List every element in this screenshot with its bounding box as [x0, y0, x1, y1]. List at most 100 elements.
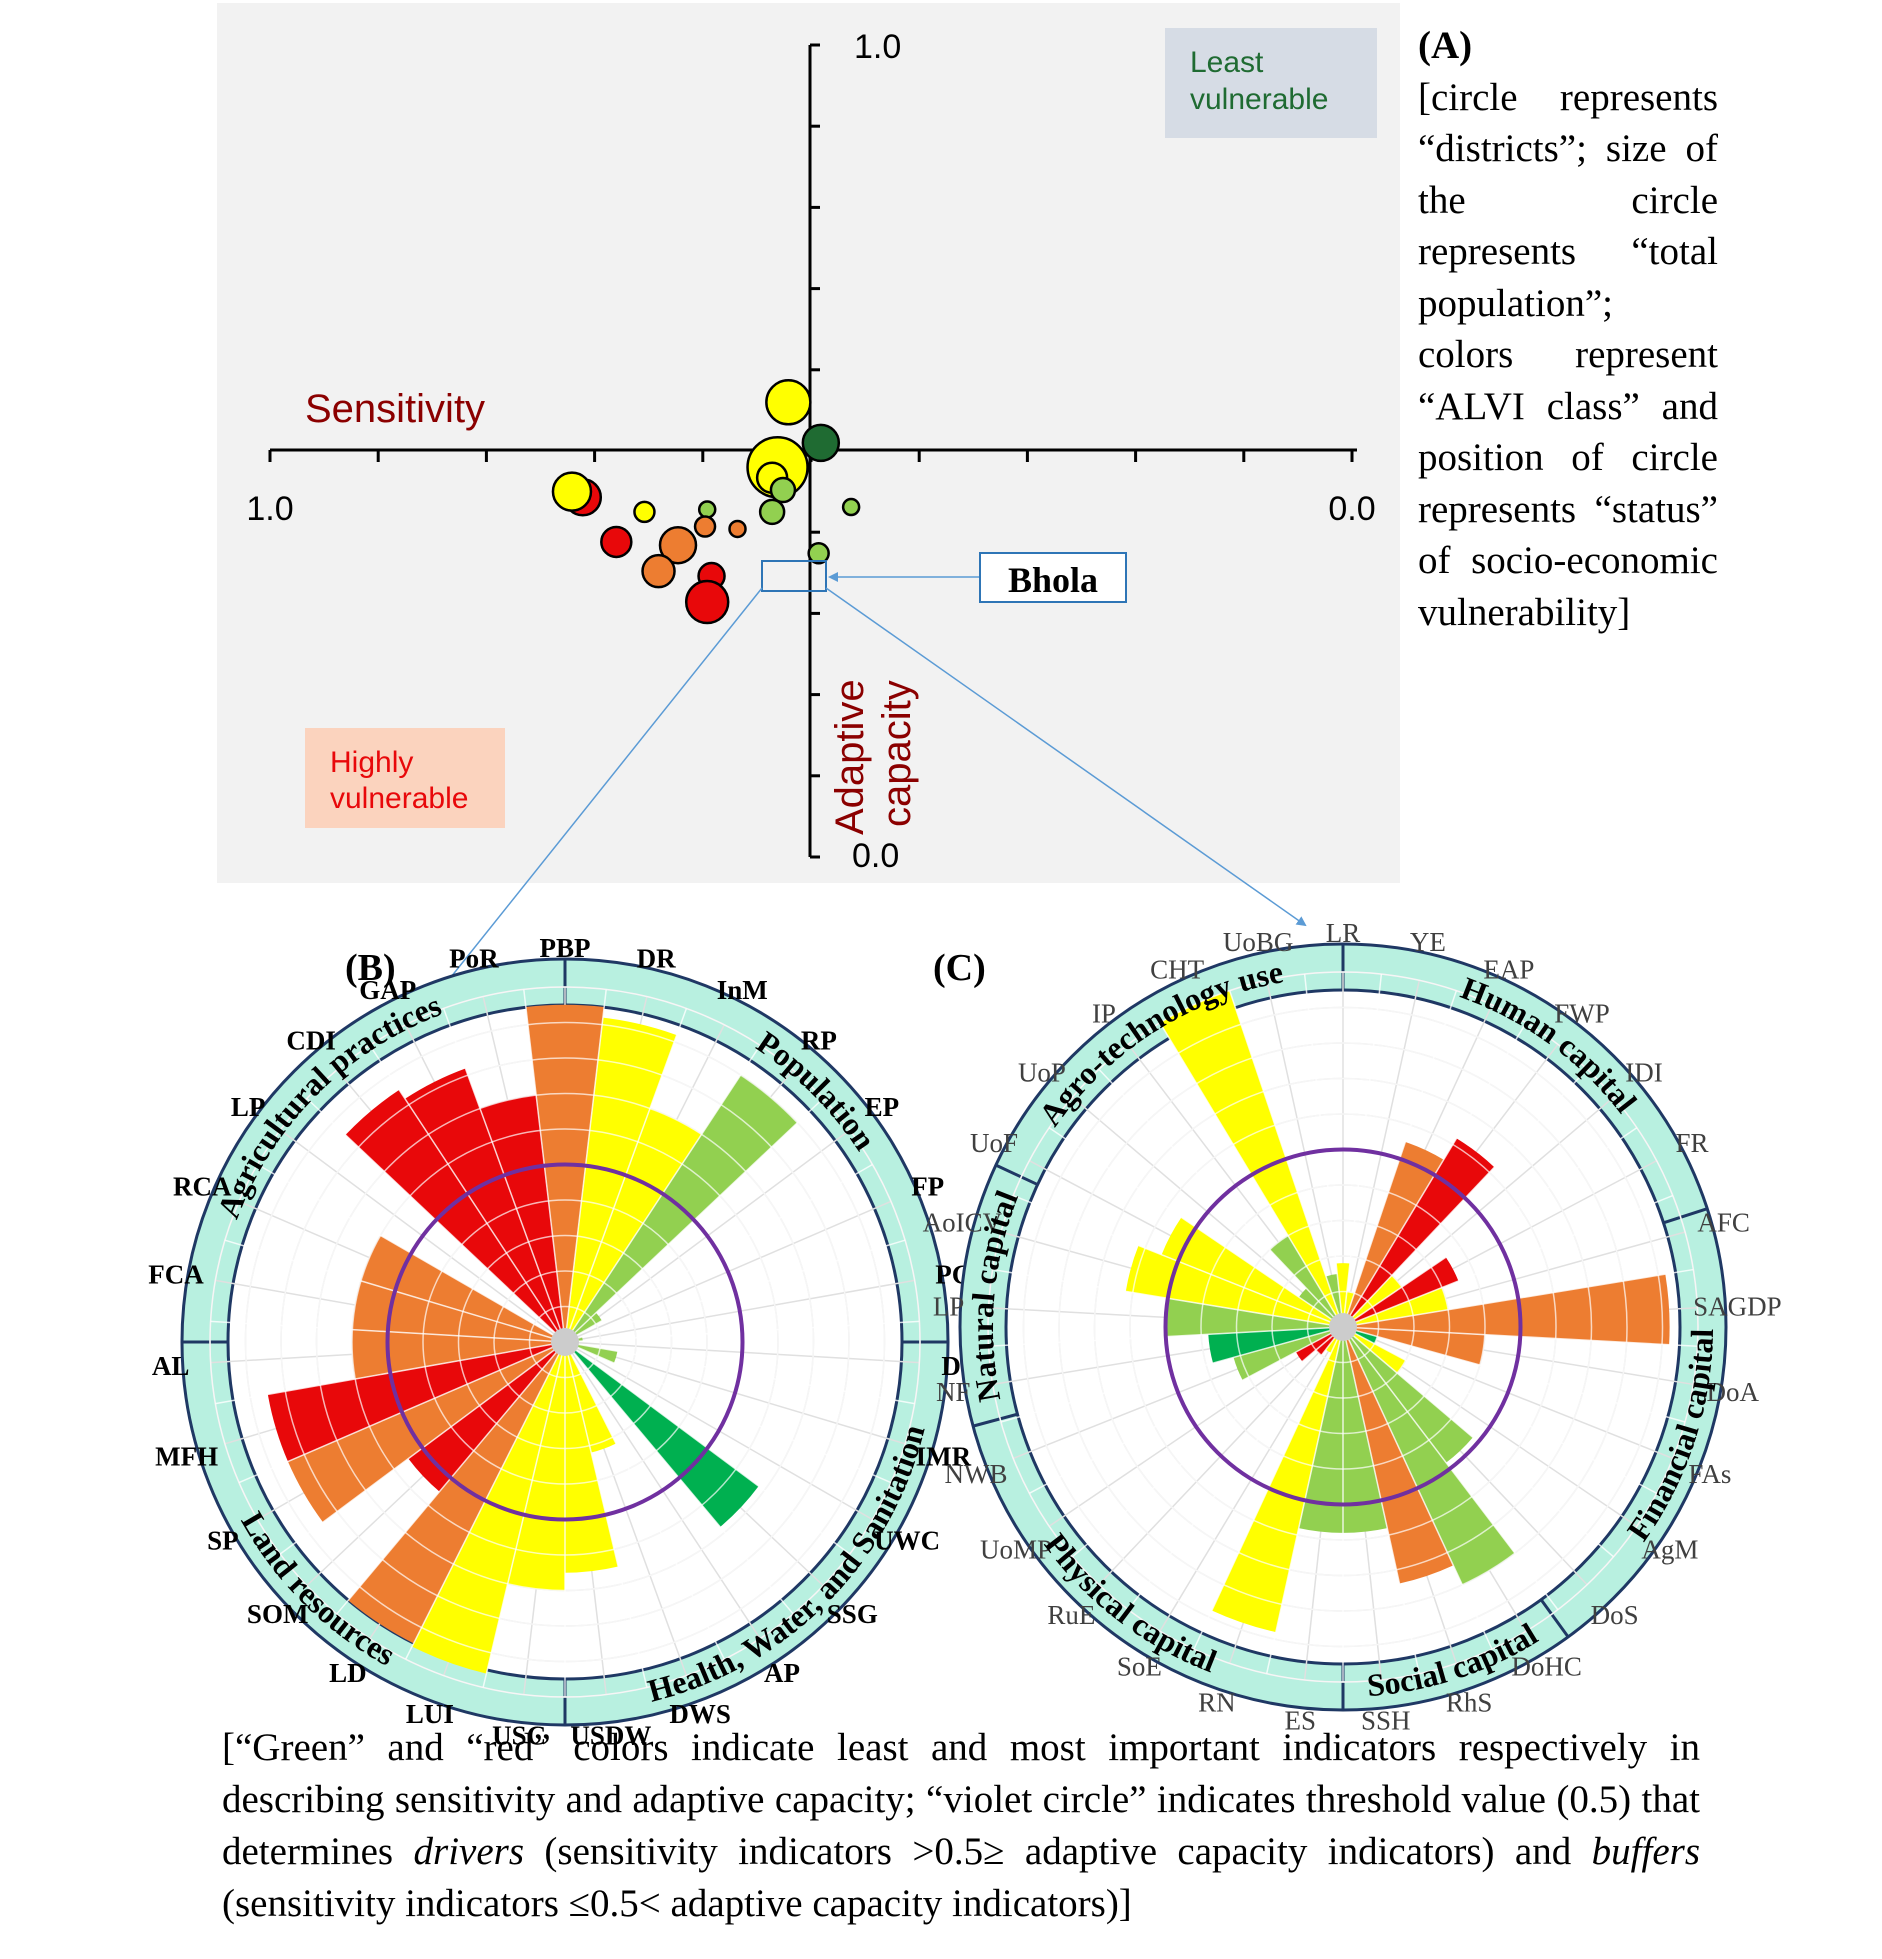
caption-drivers: drivers: [413, 1830, 525, 1873]
segment-title-text: Human capital: [1456, 970, 1644, 1120]
bar-SSG: [565, 1342, 759, 1527]
scatter-panel-a: Least vulnerable Highly vulnerable 1.0 0…: [217, 3, 1400, 989]
polar-chart-b: PBP DRInMRPEPFPPGDPIMRUWCSSGAPDWSUSDWUSCL…: [148, 933, 977, 1750]
caption-part3: (sensitivity indicators ≤0.5< adaptive c…: [222, 1882, 1132, 1925]
category-label-RCA: RCA: [173, 1172, 232, 1202]
category-label-DoHC: DoHC: [1511, 1651, 1582, 1681]
caption-part1: [“Green” and “red” colors indicate least…: [222, 1726, 1700, 1873]
category-label-UWC: UWC: [874, 1526, 940, 1556]
chart-center: [551, 1328, 579, 1356]
category-label-MFH: MFH: [155, 1441, 218, 1471]
least-vulnerable-line2: vulnerable: [1190, 83, 1328, 116]
bar-GAP: [405, 1068, 565, 1342]
category-label-LUI: LUI: [406, 1699, 454, 1729]
category-label-AgM: AgM: [1641, 1535, 1698, 1565]
panel-a-label: (A): [1418, 24, 1473, 67]
district-point-4: [769, 476, 797, 504]
category-label-SSG: SSG: [827, 1599, 878, 1629]
bhola-callout-box: [979, 552, 1127, 603]
district-point-14: [658, 525, 698, 565]
chart-center: [1329, 1313, 1357, 1341]
bar-LD: [348, 1342, 565, 1644]
x-tick-right: 0.0: [1328, 490, 1375, 528]
y-axis-label-line2: capacity: [875, 680, 919, 827]
category-label-EAP: EAP: [1483, 955, 1534, 985]
bar-FWP: [1343, 1138, 1495, 1327]
district-point-7: [633, 500, 656, 524]
threshold-circle: [1163, 1147, 1523, 1507]
category-label-DoS: DoS: [1591, 1600, 1639, 1630]
bar-PBP: [525, 1004, 605, 1342]
y-tick-bottom: 0.0: [852, 837, 899, 875]
category-label-RP: RP: [801, 1025, 837, 1055]
bar-CHT: [1159, 990, 1343, 1327]
category-label-AoICV: AoICV: [923, 1207, 1003, 1237]
category-label-AFC: AFC: [1697, 1207, 1750, 1237]
bar-SAGDP: [1343, 1274, 1670, 1345]
category-label-PoR: PoR: [449, 944, 499, 974]
category-label-FR: FR: [1675, 1128, 1708, 1158]
bar-NWB: [1233, 1327, 1343, 1381]
bar-LP: [1165, 1298, 1343, 1337]
category-label-FAs: FAs: [1688, 1459, 1731, 1489]
bar-UoP: [1298, 1288, 1343, 1327]
category-label-USDW: USDW: [570, 1720, 651, 1750]
bar-AoICV: [1125, 1245, 1343, 1327]
category-label-RhS: RhS: [1446, 1687, 1493, 1717]
category-label-SoE: SoE: [1117, 1651, 1162, 1681]
least-vulnerable-box: [1165, 28, 1377, 138]
y-axis-label-line1: Adaptive: [828, 679, 872, 835]
category-label-IMR: IMR: [916, 1441, 972, 1471]
district-point-10: [697, 500, 717, 519]
category-label-PBP: PBP: [540, 933, 591, 963]
segment-title: Human capital: [1456, 970, 1644, 1120]
panel-b-label: (B): [345, 947, 396, 989]
category-label-SSH: SSH: [1361, 1706, 1411, 1736]
category-label-SP: SP: [207, 1526, 239, 1556]
category-label-SOM: SOM: [247, 1599, 309, 1629]
x-tick-left: 1.0: [246, 490, 293, 528]
category-label-AP: AP: [764, 1658, 800, 1688]
category-label-RN: RN: [1198, 1687, 1236, 1717]
segment-divider: [1539, 1598, 1570, 1638]
caption-part2: (sensitivity indicators >0.5≥ adaptive c…: [524, 1830, 1592, 1873]
segment-divider: [995, 1163, 1039, 1186]
caption-buffers: buffers: [1591, 1830, 1700, 1873]
district-point-15: [807, 542, 830, 565]
bar-UoMP: [1295, 1327, 1343, 1362]
panel-a-note-text: [circle represents “districts”; size of …: [1418, 75, 1718, 634]
arrow-to-panel-b: [441, 587, 763, 989]
district-point-12: [728, 519, 747, 539]
category-label-IP: IP: [1092, 999, 1116, 1029]
category-label-NWB: NWB: [945, 1459, 1008, 1489]
panel-a-legend-note: (A) [circle represents “districts”; size…: [1418, 20, 1718, 638]
bhola-callout-label: Bhola: [1008, 560, 1098, 600]
bhola-highlight-box: [761, 560, 827, 592]
category-label-YE: YE: [1410, 927, 1446, 957]
bar-CDI: [345, 1089, 565, 1342]
district-point-13: [600, 525, 633, 559]
scatter-points: [551, 379, 861, 625]
bar-IDI: [1343, 1275, 1402, 1327]
highly-vulnerable-box: [305, 728, 505, 828]
axis-ticks: [268, 43, 1354, 859]
category-label-LR: LR: [1326, 918, 1361, 948]
category-label-LP: LP: [933, 1292, 965, 1322]
bar-DR: [565, 1017, 677, 1342]
category-label-UoF: UoF: [970, 1128, 1018, 1158]
category-label-NF: NF: [936, 1377, 971, 1407]
category-label-DR: DR: [637, 944, 676, 974]
arrow-to-panel-c: [825, 587, 1307, 927]
bar-InM: [565, 1108, 702, 1342]
segment-divider: [972, 1412, 1018, 1428]
district-point-9: [841, 497, 861, 517]
district-point-16: [641, 553, 676, 589]
bar-PoR: [480, 1095, 565, 1342]
category-label-FWP: FWP: [1554, 999, 1610, 1029]
district-point-6: [551, 471, 593, 512]
bar-AgM: [1343, 1327, 1406, 1373]
category-label-UoP: UoP: [1018, 1057, 1066, 1087]
bar-RCA: [360, 1235, 565, 1342]
